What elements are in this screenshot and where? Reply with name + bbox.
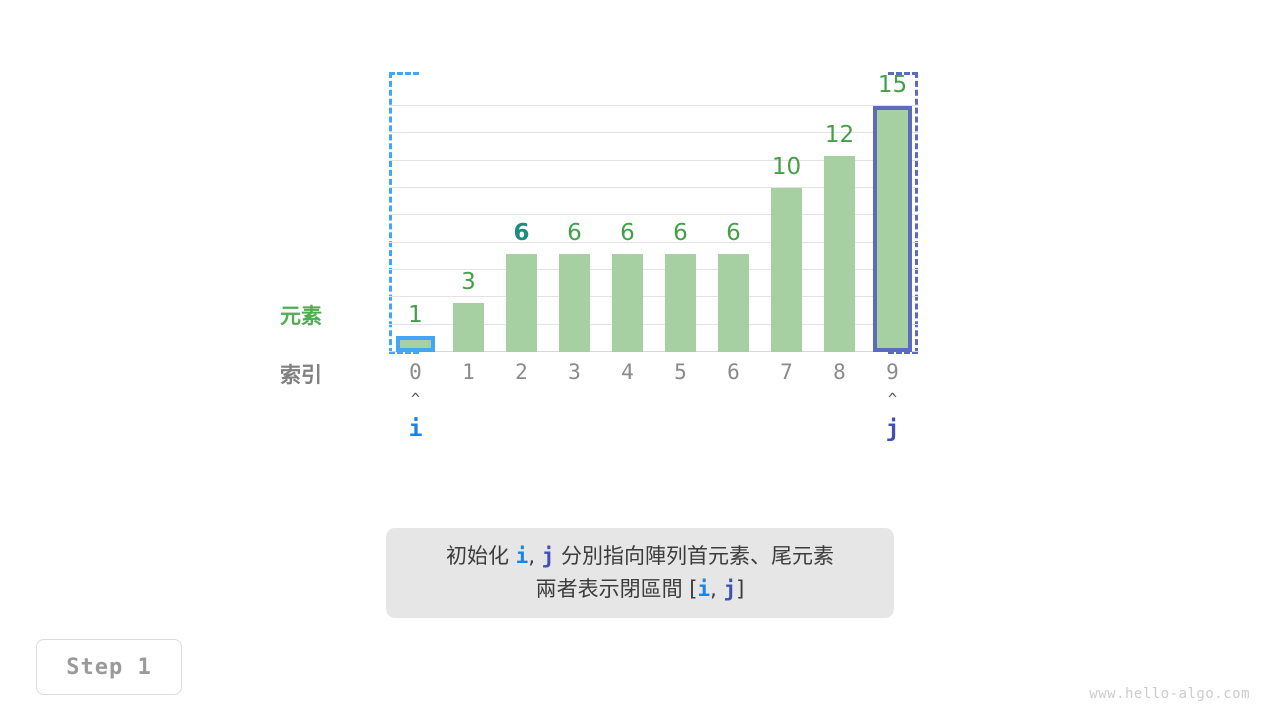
caption-var-j: j: [723, 577, 737, 601]
gridline: [389, 105, 919, 106]
bar-value-label: 6: [726, 219, 741, 246]
bar-value-label: 6: [620, 219, 635, 246]
gridline: [389, 269, 919, 270]
pointer-label-j: j: [885, 416, 900, 442]
bar-slot: 6: [707, 74, 760, 352]
bar: [873, 106, 912, 352]
bar: [506, 253, 537, 352]
index-tick-1: 1: [462, 360, 475, 384]
index-tick-7: 7: [780, 360, 793, 384]
bar-slot: 6: [601, 74, 654, 352]
bar-value-label: 1: [408, 301, 423, 328]
chart-gridlines: [389, 74, 919, 352]
bar-slot: 6: [548, 74, 601, 352]
gridline: [389, 132, 919, 134]
bar-slot: 15: [866, 74, 919, 352]
bar-value-label: 12: [824, 121, 855, 148]
bar-chart: 1 3 6 6 6 6 6 10 12 15: [389, 74, 919, 352]
range-bracket-left: [389, 72, 419, 354]
bar-slot: 1: [389, 74, 442, 352]
caption-sep: ,: [528, 544, 542, 569]
bar-slot: 10: [760, 74, 813, 352]
bar: [771, 188, 802, 352]
caption-text: 初始化: [445, 544, 516, 569]
bar: [665, 253, 696, 352]
range-bracket-right: [888, 72, 918, 354]
axis-label-element: 元素: [280, 304, 322, 328]
bar-value-label: 6: [567, 219, 582, 246]
index-tick-5: 5: [674, 360, 687, 384]
bar-value-label: 6: [673, 219, 688, 246]
bar-slot: 12: [813, 74, 866, 352]
gridline: [389, 323, 919, 325]
step-badge: Step 1: [36, 639, 182, 695]
index-tick-2: 2: [515, 360, 528, 384]
index-tick-4: 4: [621, 360, 634, 384]
index-tick-9: 9: [886, 360, 899, 384]
index-tick-3: 3: [568, 360, 581, 384]
bar-slot: 6: [654, 74, 707, 352]
caption-line-2: 兩者表示閉區間 [i, j]: [536, 573, 745, 606]
gridline: [389, 241, 919, 243]
caption-var-j: j: [541, 544, 555, 569]
bar: [453, 302, 484, 352]
index-tick-0: 0: [409, 360, 422, 384]
caption-box: 初始化 i, j 分別指向陣列首元素、尾元素 兩者表示閉區間 [i, j]: [386, 528, 894, 618]
caption-line-1: 初始化 i, j 分別指向陣列首元素、尾元素: [446, 540, 834, 573]
caption-text: 分別指向陣列首元素、尾元素: [554, 544, 835, 569]
bar-value-label: 3: [461, 268, 476, 295]
gridline: [389, 159, 919, 161]
pointer-label-i: i: [408, 416, 423, 442]
axis-label-index: 索引: [280, 363, 322, 387]
bar: [559, 253, 590, 352]
caption-var-i: i: [697, 577, 711, 601]
bar-value-label: 6: [513, 219, 530, 246]
bar-value-label: 15: [877, 72, 908, 99]
gridline: [389, 214, 919, 216]
caret-icon: ^: [887, 390, 898, 408]
pointer-i: ^ i: [389, 392, 442, 441]
chart-baseline: [389, 351, 919, 352]
caption-text: 兩者表示閉區間 [: [535, 577, 698, 601]
index-tick-6: 6: [727, 360, 740, 384]
gridline: [389, 296, 919, 298]
bar: [824, 155, 855, 352]
gridline: [389, 187, 919, 188]
chart-bars: 1 3 6 6 6 6 6 10 12 15: [389, 74, 919, 352]
bar-value-label: 10: [771, 154, 802, 181]
bar-slot: 6: [495, 74, 548, 352]
bar: [718, 253, 749, 352]
pointer-j: ^ j: [866, 392, 919, 441]
index-axis: 0 1 2 3 4 5 6 7 8 9: [389, 362, 919, 390]
pointer-row: ^ i ^ j: [389, 392, 919, 452]
index-tick-8: 8: [833, 360, 846, 384]
watermark: www.hello-algo.com: [1089, 686, 1250, 702]
bar-slot: 3: [442, 74, 495, 352]
caret-icon: ^: [410, 390, 421, 408]
bar: [396, 335, 435, 352]
bar: [612, 253, 643, 352]
caption-var-i: i: [515, 544, 529, 569]
caption-sep: ,: [710, 577, 724, 601]
caption-text: ]: [736, 577, 745, 601]
